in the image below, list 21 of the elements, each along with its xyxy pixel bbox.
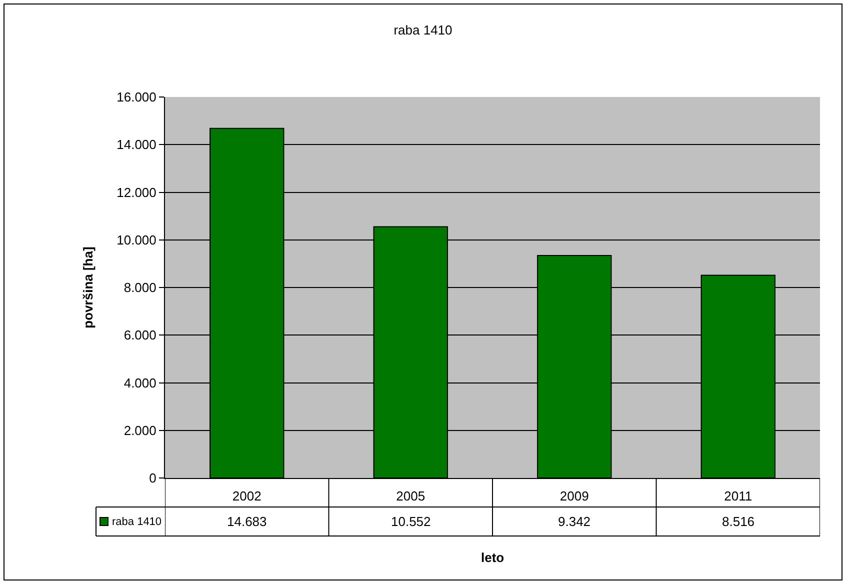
data-label: 9.342	[558, 514, 591, 529]
y-tick-label: 8.000	[124, 280, 156, 296]
y-tick-label: 10.000	[116, 232, 156, 248]
data-label: 14.683	[227, 514, 267, 529]
y-tick-label: 16.000	[116, 90, 156, 105]
data-label: 10.552	[391, 514, 431, 529]
y-tick-label: 0	[149, 470, 156, 486]
x-tick-label: 2009	[560, 488, 589, 504]
y-tick-label: 6.000	[124, 328, 156, 343]
data-label: 8.516	[722, 514, 755, 529]
x-axis-title: leto	[481, 550, 504, 565]
y-axis-title: površina [ha]	[80, 246, 96, 328]
legend-label: raba 1410	[112, 516, 162, 528]
chart-title: raba 1410	[394, 22, 452, 38]
x-tick-label: 2002	[232, 488, 262, 504]
y-tick-label: 14.000	[116, 137, 156, 152]
y-tick-label: 4.000	[124, 375, 156, 390]
x-tick-label: 2011	[724, 488, 752, 504]
y-tick-label: 2.000	[124, 422, 156, 438]
y-tick-label: 12.000	[116, 184, 156, 200]
x-tick-label: 2005	[396, 488, 426, 504]
